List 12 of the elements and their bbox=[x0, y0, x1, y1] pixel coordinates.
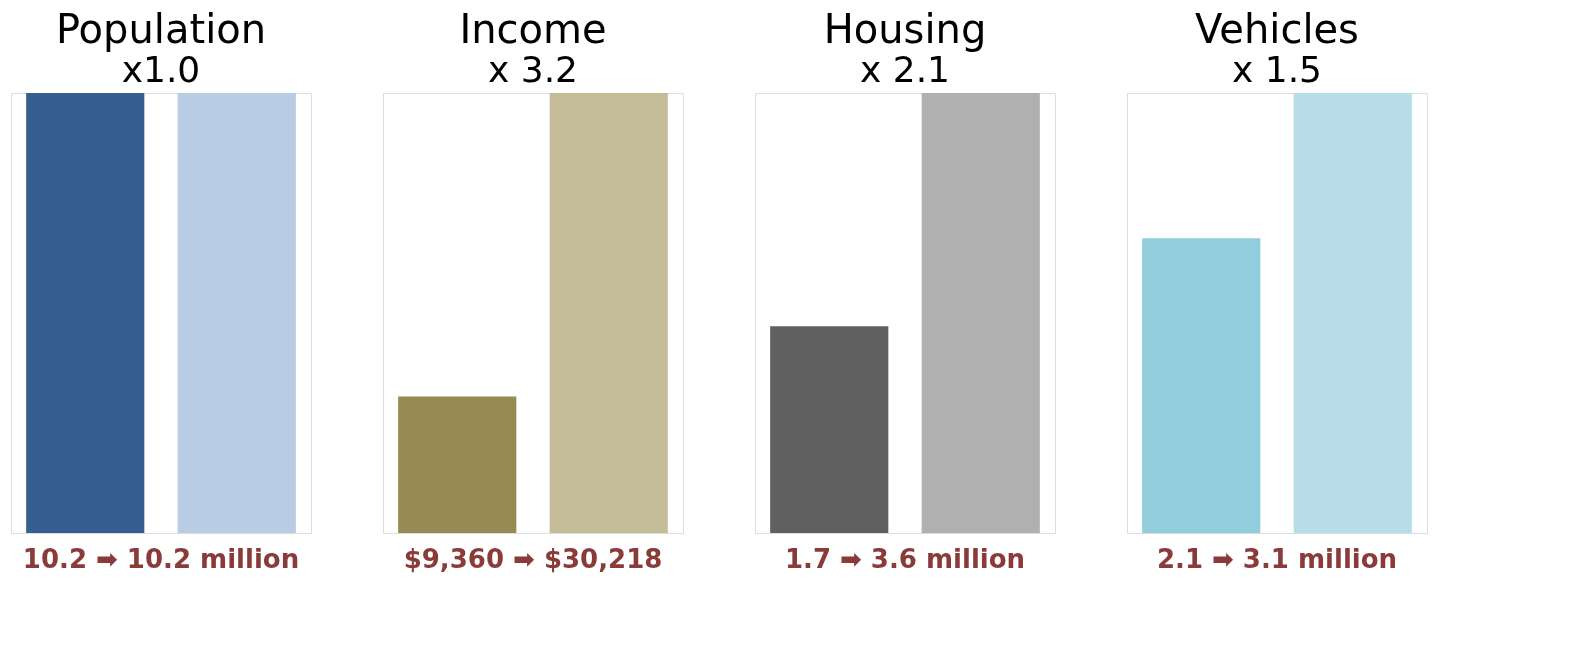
text: 10.2 ➡ 10.2 million bbox=[22, 544, 300, 574]
text: $9,360 ➡ $30,218 bbox=[403, 544, 663, 574]
chart-title: Housing bbox=[823, 6, 987, 52]
chart-title: Population bbox=[55, 6, 267, 52]
chart-subtitle: x 2.1 bbox=[860, 49, 950, 90]
chart-title: Vehicles bbox=[1195, 6, 1359, 52]
chart-subtitle: x 3.2 bbox=[488, 49, 578, 90]
chart-title: Income bbox=[459, 6, 607, 52]
chart-subtitle: x1.0 bbox=[121, 49, 201, 90]
text: 2.1 ➡ 3.1 million bbox=[1156, 544, 1398, 574]
chart-subtitle: x 1.5 bbox=[1232, 49, 1322, 90]
text: 1.7 ➡ 3.6 million bbox=[784, 544, 1026, 574]
